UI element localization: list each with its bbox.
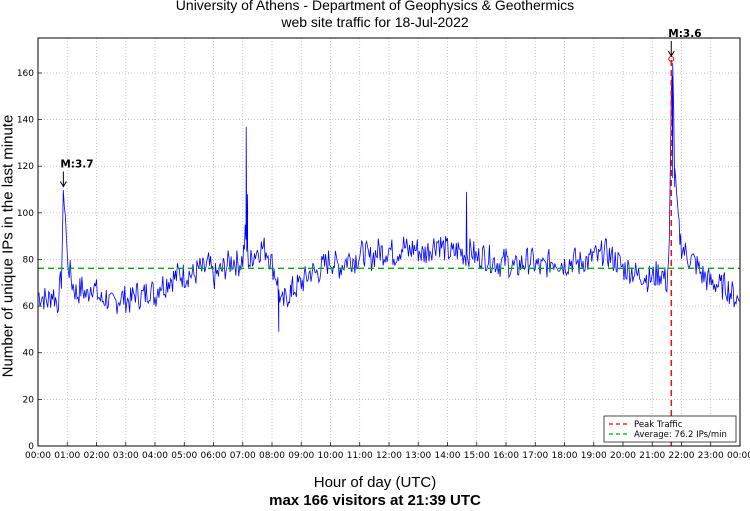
x-tick-label: 17:00 [522,451,548,461]
x-tick-label: 20:00 [610,451,636,461]
y-tick-label: 100 [17,209,34,219]
x-tick-label: 07:00 [230,451,256,461]
y-tick-label: 120 [17,162,34,172]
legend-label: Peak Traffic [634,420,683,430]
y-tick-label: 60 [23,302,35,312]
x-tick-label: 19:00 [581,451,607,461]
x-tick-label: 02:00 [84,451,110,461]
y-tick-label: 140 [17,116,34,126]
x-tick-label: 04:00 [142,451,168,461]
y-axis-label: Number of unique IPs in the last minute [0,114,17,378]
x-tick-label: 08:00 [259,451,285,461]
chart-title: University of Athens - Department of Geo… [175,0,575,13]
legend-box [603,415,737,443]
annotation-label: M:3.6 [668,28,701,40]
annotation-label: M:3.7 [60,159,93,171]
x-tick-label: 06:00 [201,451,227,461]
chart-subtitle: web site traffic for 18-Jul-2022 [281,14,469,30]
y-tick-label: 160 [17,69,34,79]
x-tick-label: 21:00 [639,451,665,461]
x-tick-label: 03:00 [113,451,139,461]
annotation-arrow-head [59,181,67,188]
x-tick-label: 12:00 [376,451,402,461]
x-tick-label: 05:00 [171,451,197,461]
series-line-traffic [37,62,741,332]
x-axis-note: max 166 visitors at 21:39 UTC [269,492,481,509]
x-tick-label: 09:00 [288,451,314,461]
legend-label: Average: 76.2 IPs/min [634,430,727,440]
x-tick-label: 01:00 [54,451,80,461]
x-tick-label: 15:00 [464,451,490,461]
x-tick-label: 22:00 [669,451,695,461]
grid-lines [38,38,740,446]
plot-frame [37,37,741,447]
x-tick-label: 10:00 [318,451,344,461]
y-tick-label: 20 [23,395,35,405]
x-tick-label: 14:00 [435,451,461,461]
x-tick-label: 18:00 [552,451,578,461]
x-tick-label: 00:00 [25,451,51,461]
y-tick-label: 80 [23,255,35,265]
series-group [37,55,741,446]
y-tick-label: 0 [28,442,34,452]
y-tick-label: 40 [23,349,35,359]
x-tick-label: 11:00 [347,451,373,461]
x-tick-label: 23:00 [698,451,724,461]
annotation-arrow-head [667,50,675,57]
annotations-group: M:3.7 M:3.6 [59,28,702,188]
x-axis-ticks: 00:00 01:00 02:00 03:00 04:00 05:00 06:00 07:00… [25,442,750,461]
x-tick-label: 00:00 [727,451,750,461]
x-axis-label: Hour of day (UTC) [313,474,437,491]
x-tick-label: 16:00 [493,451,519,461]
x-tick-label: 13:00 [405,451,431,461]
